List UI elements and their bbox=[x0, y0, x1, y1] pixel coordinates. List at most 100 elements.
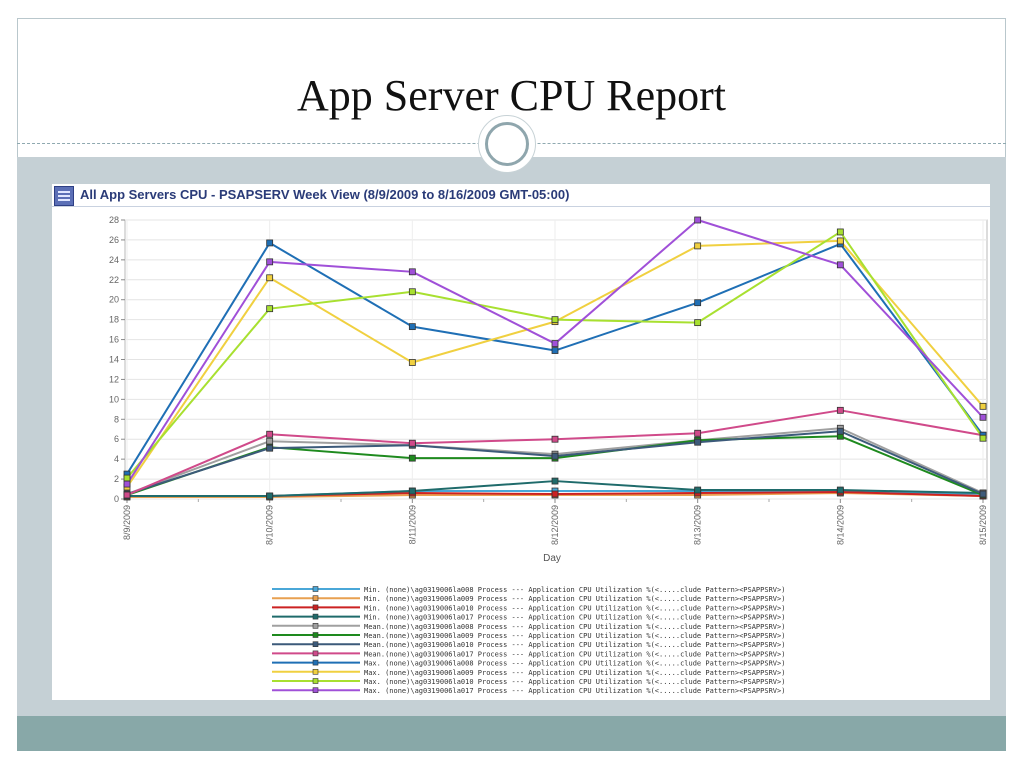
series-11-point-3 bbox=[551, 340, 559, 347]
series-7-point-0 bbox=[123, 491, 131, 499]
series-10-point-6 bbox=[979, 434, 987, 442]
legend-label: Mean.(none)\ag0319006la008 Process --- A… bbox=[364, 623, 785, 631]
series-4-point-1 bbox=[266, 437, 274, 445]
y-tick-label: 12 bbox=[109, 374, 119, 384]
legend-entry: Max. (none)\ag0319006la008 Process --- A… bbox=[272, 660, 785, 668]
x-axis: 8/9/2009 8/10/2009 8/11/2009 8/12/2009 8/13/… bbox=[122, 499, 988, 545]
x-tick-label: 8/11/2009 bbox=[407, 505, 417, 544]
x-tick-label: 8/13/2009 bbox=[693, 505, 703, 545]
y-tick-label: 26 bbox=[109, 235, 119, 245]
legend-swatch-marker bbox=[312, 586, 319, 592]
y-tick-label: 22 bbox=[109, 275, 119, 285]
legend-label: Max. (none)\ag0319006la008 Process --- A… bbox=[364, 660, 785, 668]
series-2-point-3 bbox=[551, 490, 559, 498]
report-icon bbox=[54, 186, 74, 206]
y-tick-label: 14 bbox=[109, 355, 119, 365]
y-tick-label: 8 bbox=[114, 414, 119, 424]
series-6-point-6 bbox=[979, 490, 987, 498]
legend-label: Min. (none)\ag0319006la010 Process --- A… bbox=[364, 604, 785, 612]
series-6-point-4 bbox=[694, 438, 702, 446]
legend-entry: Max. (none)\ag0319006la017 Process --- A… bbox=[272, 687, 785, 695]
x-tick-label: 8/15/2009 bbox=[978, 505, 988, 545]
series-9-point-5 bbox=[836, 237, 844, 245]
series-10-point-4 bbox=[694, 319, 702, 327]
y-tick-label: 10 bbox=[109, 394, 119, 404]
series-5-point-2 bbox=[408, 454, 416, 462]
legend-entry: Min. (none)\ag0319006la017 Process --- A… bbox=[272, 614, 785, 622]
y-tick-label: 4 bbox=[114, 454, 119, 464]
legend-entry: Min. (none)\ag0319006la008 Process --- A… bbox=[272, 586, 785, 594]
footer-band bbox=[17, 716, 1006, 751]
series-7-point-4 bbox=[694, 429, 702, 437]
series-7-point-5 bbox=[836, 406, 844, 414]
x-tick-label: 8/12/2009 bbox=[550, 505, 560, 545]
series-3-point-2 bbox=[408, 487, 416, 495]
x-tick-label: 8/10/2009 bbox=[265, 505, 275, 545]
series-11-point-2 bbox=[408, 268, 416, 276]
legend-swatch-marker bbox=[312, 595, 319, 602]
series-9-point-2 bbox=[408, 359, 416, 366]
legend-label: Min. (none)\ag0319006la008 Process --- A… bbox=[364, 586, 785, 594]
chart-title: All App Servers CPU - PSAPSERV Week View… bbox=[80, 187, 570, 202]
circle-ornament-inner bbox=[485, 122, 529, 166]
series-markers bbox=[123, 216, 987, 501]
y-tick-label: 20 bbox=[109, 295, 119, 305]
series-10-point-1 bbox=[266, 305, 274, 313]
series-11-point-6 bbox=[979, 413, 987, 421]
slide-title: App Server CPU Report bbox=[297, 71, 726, 120]
chart-header: All App Servers CPU - PSAPSERV Week View… bbox=[52, 184, 990, 207]
x-tick-label: 8/14/2009 bbox=[835, 505, 845, 545]
legend-swatch-marker bbox=[312, 687, 319, 694]
legend-entry: Mean.(none)\ag0319006la010 Process --- A… bbox=[272, 641, 785, 649]
y-tick-label: 0 bbox=[114, 494, 119, 504]
legend-label: Min. (none)\ag0319006la009 Process --- A… bbox=[364, 595, 785, 603]
legend-swatch-marker bbox=[312, 613, 319, 620]
legend-swatch-marker bbox=[312, 678, 319, 684]
series-10-point-2 bbox=[408, 288, 416, 296]
series-10-point-0 bbox=[123, 474, 131, 482]
series-6-point-3 bbox=[551, 452, 559, 460]
legend-label: Mean.(none)\ag0319006la017 Process --- A… bbox=[364, 650, 785, 658]
y-tick-label: 18 bbox=[109, 315, 119, 325]
series-7-point-2 bbox=[408, 439, 416, 447]
legend-swatch-marker bbox=[312, 632, 319, 638]
legend-label: Max. (none)\ag0319006la009 Process --- A… bbox=[364, 669, 785, 677]
legend-entry: Min. (none)\ag0319006la010 Process --- A… bbox=[272, 604, 785, 612]
series-7-point-3 bbox=[551, 435, 559, 443]
series-6-point-1 bbox=[266, 444, 274, 452]
legend-label: Max. (none)\ag0319006la017 Process --- A… bbox=[364, 687, 785, 695]
legend-swatch-marker bbox=[312, 604, 319, 611]
legend-swatch-marker bbox=[312, 650, 319, 657]
series-11-point-0 bbox=[123, 480, 131, 488]
series-10-point-3 bbox=[551, 316, 559, 324]
series-8-point-1 bbox=[266, 239, 274, 247]
y-tick-label: 28 bbox=[109, 215, 119, 225]
y-tick-label: 6 bbox=[114, 434, 119, 444]
series-9-point-1 bbox=[266, 274, 274, 282]
series-6-point-5 bbox=[836, 427, 844, 435]
series-11-point-4 bbox=[694, 216, 702, 224]
legend-label: Mean.(none)\ag0319006la010 Process --- A… bbox=[364, 641, 785, 649]
series-8-point-3 bbox=[551, 347, 559, 354]
series-10-point-5 bbox=[836, 228, 844, 236]
legend-entry: Mean.(none)\ag0319006la008 Process --- A… bbox=[272, 623, 785, 631]
circle-ornament-icon bbox=[478, 115, 536, 173]
legend-swatch-marker bbox=[312, 668, 319, 675]
legend-entry: Min. (none)\ag0319006la009 Process --- A… bbox=[272, 595, 785, 603]
series-9-point-4 bbox=[694, 242, 702, 250]
series-7-point-1 bbox=[266, 430, 274, 438]
series-3-point-3 bbox=[551, 477, 559, 485]
series-3-point-4 bbox=[694, 486, 702, 494]
series-3-point-1 bbox=[266, 492, 274, 500]
legend-label: Mean.(none)\ag0319006la009 Process --- A… bbox=[364, 632, 785, 640]
legend-swatch-marker bbox=[312, 622, 319, 629]
series-9-point-6 bbox=[979, 402, 987, 410]
y-tick-label: 24 bbox=[109, 255, 119, 265]
chart-panel: All App Servers CPU - PSAPSERV Week View… bbox=[52, 184, 990, 700]
series-8-point-4 bbox=[694, 299, 702, 307]
title-area: App Server CPU Report bbox=[17, 18, 1006, 144]
legend-entry: Max. (none)\ag0319006la009 Process --- A… bbox=[272, 669, 785, 677]
legend-entry: Mean.(none)\ag0319006la017 Process --- A… bbox=[272, 650, 785, 658]
